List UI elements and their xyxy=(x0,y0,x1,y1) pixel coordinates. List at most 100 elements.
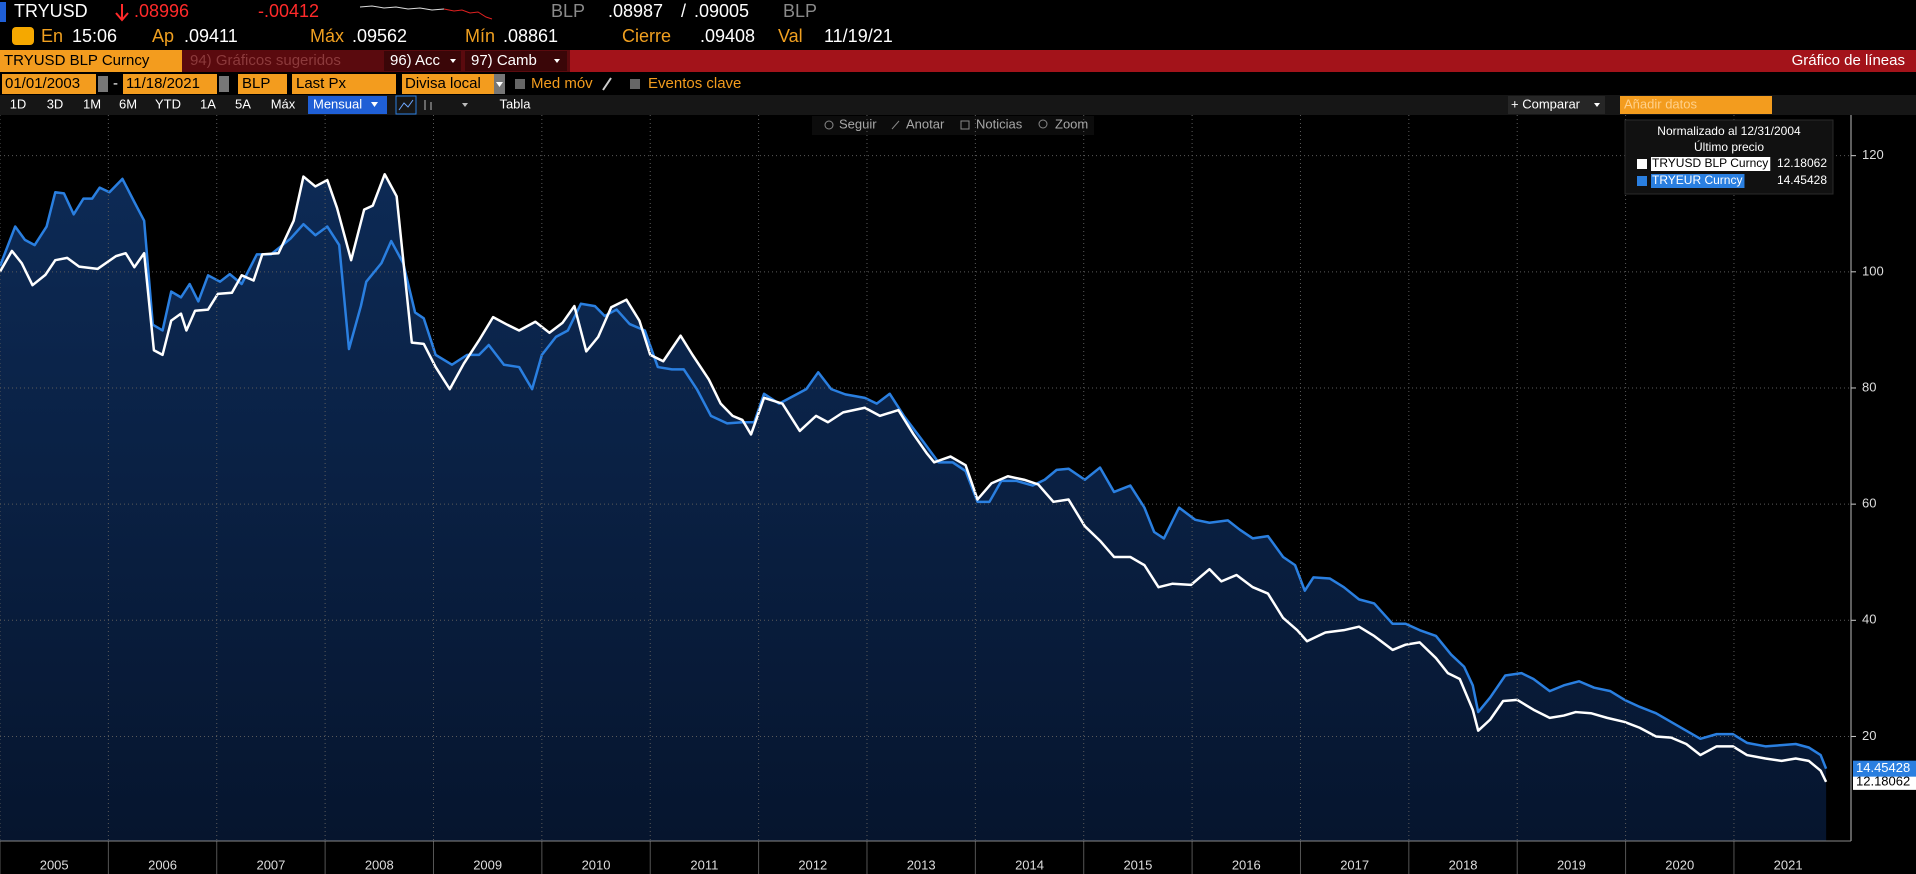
alert-icon[interactable] xyxy=(12,27,34,45)
legend-value: 14.45428 xyxy=(1777,173,1827,187)
legend-swatch xyxy=(1637,176,1647,186)
calendar-icon[interactable] xyxy=(219,76,229,92)
label: Cierre xyxy=(622,26,671,46)
legend-name: TRYEUR Curncy xyxy=(1652,173,1742,187)
last-price: .08996 xyxy=(134,1,189,21)
series-line xyxy=(0,177,1828,770)
bar-chart-icon[interactable] xyxy=(424,100,432,110)
end-date: 11/18/2021 xyxy=(126,75,200,92)
calendar-icon[interactable] xyxy=(98,76,108,92)
plot-area xyxy=(0,155,1851,841)
chart-tool[interactable]: Seguir xyxy=(839,116,877,131)
last-value-tag xyxy=(1853,773,1916,790)
y-tick-label: 80 xyxy=(1862,379,1876,394)
period-button[interactable]: 1M xyxy=(83,96,101,111)
x-tick-label: 2010 xyxy=(582,857,611,872)
dropdown-arrow xyxy=(554,59,560,63)
tool-icon xyxy=(1038,119,1048,129)
table-button[interactable]: Tabla xyxy=(499,96,531,111)
period-bar xyxy=(0,95,1916,115)
series-line xyxy=(0,172,1828,783)
field: Last Px xyxy=(296,75,347,92)
input[interactable] xyxy=(402,74,494,94)
legend-name-bg xyxy=(1651,174,1745,188)
compare-button[interactable] xyxy=(1508,96,1605,114)
start-date: 01/01/2003 xyxy=(5,75,80,92)
chart-toolbar xyxy=(812,116,1094,135)
period-button[interactable]: 1A xyxy=(200,96,216,111)
checkbox-label: Eventos clave xyxy=(648,75,741,92)
security-marker xyxy=(0,2,6,22)
last-value-label: 12.18062 xyxy=(1856,773,1910,788)
x-tick-label: 2018 xyxy=(1449,857,1478,872)
input[interactable] xyxy=(238,74,287,94)
period-button[interactable]: 1D xyxy=(10,96,27,111)
pencil-icon[interactable] xyxy=(602,77,612,91)
legend-value: 12.18062 xyxy=(1777,156,1827,170)
source: BLP xyxy=(783,1,817,21)
x-tick-label: 2005 xyxy=(40,857,69,872)
source: BLP xyxy=(242,75,270,92)
chart-tool[interactable]: Anotar xyxy=(906,116,945,131)
dropdown-arrow xyxy=(1594,103,1600,107)
line-chart-icon[interactable] xyxy=(395,95,417,115)
y-tick-label: 60 xyxy=(1862,496,1876,511)
checkbox-label: Med móv xyxy=(531,75,593,92)
ask: .09005 xyxy=(694,1,749,21)
x-tick-label: 2017 xyxy=(1340,857,1369,872)
y-tick-label: 20 xyxy=(1862,728,1876,743)
separator: / xyxy=(681,1,686,21)
chart-tool[interactable]: Zoom xyxy=(1055,116,1088,131)
period-button[interactable]: YTD xyxy=(155,96,181,111)
legend-name-bg xyxy=(1651,157,1771,171)
title-bar xyxy=(570,50,1916,72)
y-tick-label: 100 xyxy=(1862,263,1884,278)
dropdown-arrow xyxy=(450,59,456,63)
add-data-input[interactable] xyxy=(1620,96,1772,114)
security-field[interactable] xyxy=(0,50,182,72)
x-tick-label: 2008 xyxy=(365,857,394,872)
label: En xyxy=(41,26,63,46)
label: Val xyxy=(778,26,803,46)
input[interactable] xyxy=(123,74,217,94)
period-button[interactable]: 3D xyxy=(47,96,64,111)
dropdown-arrow[interactable] xyxy=(462,103,468,107)
checkbox[interactable] xyxy=(515,79,525,89)
x-tick-label: 2012 xyxy=(798,857,827,872)
menu-button[interactable] xyxy=(465,51,567,71)
down-arrow xyxy=(115,4,129,22)
chart-kind: Gráfico de líneas xyxy=(1792,52,1905,69)
period-button[interactable]: 5A xyxy=(235,96,251,111)
currency: Divisa local xyxy=(405,75,481,92)
value: 11/19/21 xyxy=(824,26,893,46)
frequency: Mensual xyxy=(313,96,362,111)
x-tick-label: 2015 xyxy=(1123,857,1152,872)
menu-item[interactable]: 94) Gráficos sugeridos xyxy=(190,52,341,69)
label: Ap xyxy=(152,26,174,46)
legend-name: TRYUSD BLP Curncy xyxy=(1652,156,1768,170)
menu-button[interactable] xyxy=(384,51,461,71)
x-tick-label: 2016 xyxy=(1232,857,1261,872)
checkbox[interactable] xyxy=(630,79,640,89)
period-button[interactable]: Máx xyxy=(271,96,296,111)
input[interactable] xyxy=(292,74,396,94)
input[interactable] xyxy=(2,74,96,94)
y-tick-label: 120 xyxy=(1862,147,1884,162)
compare: + Comparar xyxy=(1511,96,1581,111)
x-tick-label: 2021 xyxy=(1774,857,1803,872)
period-button[interactable]: 6M xyxy=(119,96,137,111)
x-tick-label: 2014 xyxy=(1015,857,1044,872)
ticker: TRYUSD xyxy=(14,1,88,21)
x-tick-label: 2007 xyxy=(256,857,285,872)
label: Mín xyxy=(465,26,495,46)
chart-tool[interactable]: Noticias xyxy=(976,116,1023,131)
security: TRYUSD BLP Curncy xyxy=(4,52,150,69)
add-data: Añadir datos xyxy=(1624,96,1697,111)
x-tick-label: 2019 xyxy=(1557,857,1586,872)
x-tick-label: 2006 xyxy=(148,857,177,872)
y-tick-label: 40 xyxy=(1862,612,1876,627)
frequency-button[interactable] xyxy=(308,96,387,114)
label: Máx xyxy=(310,26,344,46)
menu-item: 96) Acc xyxy=(390,52,441,69)
